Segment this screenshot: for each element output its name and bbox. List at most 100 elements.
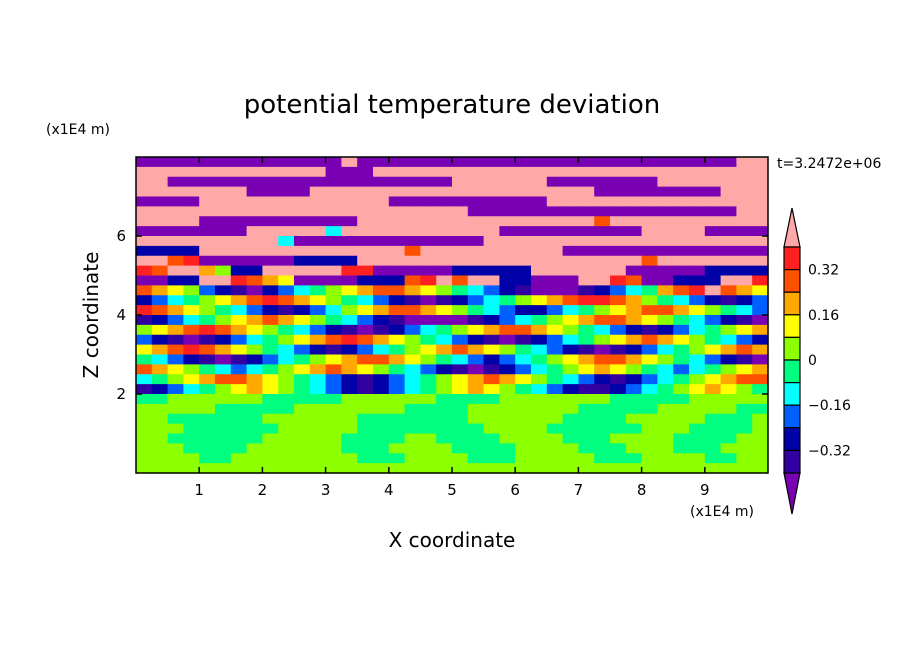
- contour-cell: [483, 394, 500, 405]
- contour-cell: [562, 463, 579, 474]
- contour-cell: [309, 324, 327, 336]
- contour-cell: [246, 453, 263, 464]
- contour-cell: [151, 384, 169, 395]
- contour-cell: [230, 394, 248, 405]
- contour-cell: [404, 295, 421, 306]
- contour-cell: [357, 443, 374, 454]
- contour-cell: [452, 236, 469, 247]
- contour-cell: [436, 196, 453, 207]
- contour-cell: [278, 176, 295, 188]
- contour-cell: [689, 394, 706, 405]
- contour-cell: [625, 255, 643, 267]
- contour-cell: [625, 245, 643, 257]
- contour-cell: [388, 157, 406, 168]
- contour-cell: [325, 226, 342, 237]
- contour-cell: [436, 275, 453, 286]
- contour-cell: [594, 423, 611, 435]
- contour-cell: [720, 265, 737, 277]
- contour-cell: [151, 176, 169, 188]
- contour-cell: [467, 374, 485, 385]
- contour-cell: [246, 255, 263, 267]
- contour-cell: [278, 255, 295, 267]
- contour-cell: [404, 384, 421, 395]
- contour-cell: [167, 354, 184, 365]
- contour-cell: [262, 374, 279, 385]
- contour-cell: [230, 255, 248, 267]
- contour-cell: [673, 443, 690, 454]
- contour-cell: [136, 206, 153, 217]
- contour-cell: [404, 275, 421, 286]
- contour-cell: [357, 166, 374, 178]
- contour-cell: [136, 354, 153, 365]
- contour-cell: [641, 324, 658, 336]
- contour-cell: [594, 344, 611, 356]
- contour-cell: [388, 245, 406, 257]
- contour-cell: [357, 206, 374, 217]
- contour-cell: [183, 423, 200, 435]
- contour-cell: [215, 186, 232, 198]
- contour-cell: [436, 236, 453, 247]
- contour-cell: [625, 413, 643, 425]
- contour-cell: [278, 295, 295, 306]
- contour-cell: [483, 285, 500, 296]
- contour-cell: [325, 443, 342, 454]
- contour-cell: [625, 463, 643, 474]
- contour-cell: [610, 216, 627, 227]
- contour-cell: [404, 216, 421, 227]
- contour-cell: [657, 196, 674, 207]
- contour-cell: [420, 216, 437, 227]
- contour-cell: [452, 157, 469, 168]
- contour-cell: [230, 186, 248, 198]
- contour-cell: [404, 364, 421, 375]
- contour-cell: [720, 364, 737, 375]
- contour-cell: [499, 403, 516, 415]
- contour-cell: [136, 334, 153, 346]
- contour-cell: [673, 305, 690, 316]
- contour-cell: [215, 433, 232, 444]
- contour-cell: [704, 443, 722, 454]
- contour-cell: [404, 423, 421, 435]
- contour-cell: [578, 354, 595, 365]
- contour-cell: [420, 176, 437, 188]
- contour-cell: [562, 275, 579, 286]
- contour-cell: [657, 364, 674, 375]
- contour-cell: [467, 354, 485, 365]
- contour-cell: [357, 275, 374, 286]
- contour-cell: [594, 186, 611, 198]
- contour-cell: [641, 453, 658, 464]
- contour-cell: [625, 196, 643, 207]
- contour-cell: [641, 423, 658, 435]
- contour-cell: [531, 206, 548, 217]
- contour-cell: [531, 354, 548, 365]
- contour-cell: [578, 403, 595, 415]
- contour-cell: [136, 216, 153, 227]
- contour-cell: [388, 384, 406, 395]
- contour-cell: [388, 344, 406, 356]
- contour-cell: [262, 166, 279, 178]
- contour-cell: [531, 403, 548, 415]
- contour-cell: [689, 443, 706, 454]
- contour-cell: [136, 384, 153, 395]
- contour-cell: [215, 226, 232, 237]
- contour-cell: [404, 374, 421, 385]
- contour-cell: [136, 403, 153, 415]
- colorbar-swatch: [783, 269, 801, 293]
- contour-cell: [404, 334, 421, 346]
- contour-cell: [246, 364, 263, 375]
- contour-cell: [309, 176, 327, 188]
- contour-cell: [546, 176, 564, 188]
- contour-cell: [325, 423, 342, 435]
- colorbar-swatch: [783, 427, 801, 451]
- contour-cell: [657, 226, 674, 237]
- contour-cell: [499, 453, 516, 464]
- contour-cell: [531, 315, 548, 326]
- contour-cell: [183, 324, 200, 336]
- contour-cell: [546, 324, 564, 336]
- contour-cell: [578, 423, 595, 435]
- contour-cell: [373, 413, 390, 425]
- contour-cell: [515, 245, 532, 257]
- contour-cell: [752, 255, 769, 267]
- x-tick-label: 2: [258, 481, 268, 499]
- contour-cell: [357, 364, 374, 375]
- contour-cell: [704, 285, 722, 296]
